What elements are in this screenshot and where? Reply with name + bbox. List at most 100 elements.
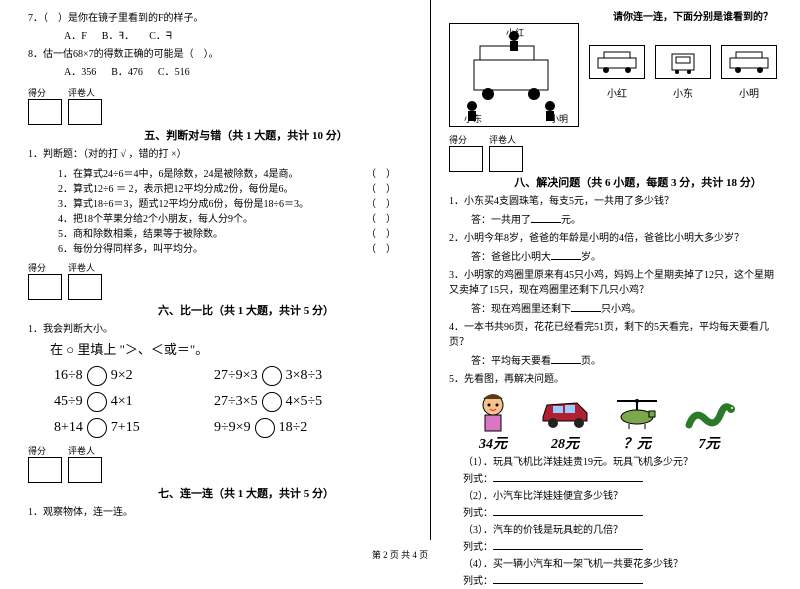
grader-label: 评卷人 (489, 133, 523, 146)
scene-br: 小明 (550, 112, 568, 125)
toys-row: 34元 28元 ？元 7元 (465, 391, 777, 453)
cmp-b: 9×2 (111, 368, 133, 384)
score-box (449, 146, 483, 172)
a8-2: 答：爸爸比小明大 岁。 (449, 249, 777, 265)
view-c (721, 45, 777, 79)
ans-pre: 答：爸爸比小明大 (471, 252, 551, 263)
score-label: 得分 (28, 261, 62, 274)
toy-snake: 7元 (681, 391, 737, 453)
sec7-title: 七、连一连（共 1 大题，共计 5 分） (78, 485, 414, 501)
sec8-title: 八、解决问题（共 6 小题，每题 3 分，共计 18 分） (499, 174, 777, 190)
j2: 2．算式12÷6 ＝ 2，表示把12平均分成2份，每份是6。 (58, 180, 294, 195)
q7-opt-c: C．ᖷ (149, 31, 172, 42)
name-b: 小东 (655, 85, 711, 100)
q8-opt-b: B．476 (111, 67, 143, 78)
right-column: 请你连一连，下面分别是谁看到的？ 小红 小东 小明 (431, 0, 800, 540)
paren: （ ） (366, 195, 396, 210)
q7-opt-b: B．ꟻ． (102, 31, 134, 42)
cmp-a: 45÷9 (54, 394, 83, 410)
ans-suf: 岁。 (581, 252, 601, 263)
cmp-a: 16÷8 (54, 368, 83, 384)
grader-label: 评卷人 (68, 444, 102, 457)
q8-opt-c: C．516 (158, 67, 190, 78)
q8-3: 3．小明家的鸡圈里原来有45只小鸡，妈妈上个星期卖掉了12只，这个星期又卖掉了1… (449, 268, 777, 298)
paren: （ ） (366, 240, 396, 255)
score-label: 得分 (449, 133, 483, 146)
ans-suf: 元。 (561, 215, 581, 226)
cmp-c: 9÷9×9 (214, 420, 251, 436)
price-snake: 7元 (699, 433, 720, 453)
blank (493, 472, 643, 482)
scene-bl: 小东 (464, 112, 482, 125)
paren: （ ） (366, 165, 396, 180)
name-a: 小红 (589, 85, 645, 100)
paren: （ ） (366, 210, 396, 225)
score-label: 得分 (28, 444, 62, 457)
page-footer: 第 2 页 共 4 页 (0, 548, 800, 561)
q8-4: 4．一本书共96页，花花已经看完51页，剩下的5天看完，平均每天要看几页？ (449, 320, 777, 350)
scene-top: 小红 (506, 26, 524, 39)
grader-box (68, 457, 102, 483)
blank (493, 574, 643, 584)
q8-5: 5．先看图，再解决问题。 (449, 372, 777, 387)
j5: 5．商和除数相乘，结果等于被除数。 (58, 225, 223, 240)
grader-box (68, 274, 102, 300)
formula-label: 列式： (463, 508, 493, 519)
name-c: 小明 (721, 85, 777, 100)
price-plane: ？元 (623, 433, 651, 453)
circle-blank (262, 392, 282, 412)
cmp-c: 27÷3×5 (214, 394, 258, 410)
cmp-row-3: 8+147+15 9÷9×918÷2 (54, 418, 414, 438)
a8-4: 答：平均每天要看 页。 (449, 353, 777, 369)
q8-2: 2．小明今年8岁，爸爸的年龄是小明的4倍，爸爸比小明大多少岁？ (449, 231, 777, 246)
score-box (28, 457, 62, 483)
top-prompt: 请你连一连，下面分别是谁看到的？ (449, 8, 773, 23)
ans-pre: 答：一共用了 (471, 215, 531, 226)
formula-1: 列式： (463, 472, 777, 487)
ans-suf: 页。 (581, 356, 601, 367)
circle-blank (255, 418, 275, 438)
j6: 6．每份分得同样多，叫平均分。 (58, 240, 203, 255)
blank (551, 249, 581, 260)
vehicle-views (589, 45, 777, 79)
cmp-a: 8+14 (54, 420, 83, 436)
sec6-title: 六、比一比（共 1 大题，共计 5 分） (78, 302, 414, 318)
blank (493, 506, 643, 516)
sec5-intro: 1．判断题：（对的打 √ ，错的打 ×） (28, 147, 414, 162)
sec6-score-row: 得分 评卷人 (28, 261, 414, 300)
sec5-title: 五、判断对与错（共 1 大题，共计 10 分） (78, 127, 414, 143)
cmp-c: 27÷9×3 (214, 368, 258, 384)
scene-image: 小红 小东 小明 (449, 23, 579, 127)
score-label: 得分 (28, 86, 62, 99)
score-box (28, 274, 62, 300)
j3: 3．算式18÷6＝3，题式12平均分成6份，每份是18÷6＝3。 (58, 195, 309, 210)
cmp-row-2: 45÷94×1 27÷3×54×5÷5 (54, 392, 414, 412)
blank (551, 353, 581, 364)
sec5-score-row: 得分 评卷人 (28, 86, 414, 125)
q8-1: 1．小东买4支圆珠笔，每支5元，一共用了多少钱？ (449, 194, 777, 209)
price-doll: 34元 (479, 433, 507, 453)
sub-questions: （1）．玩具飞机比洋娃娃贵19元。玩具飞机多少元？ 列式： （2）．小汽车比洋娃… (449, 455, 777, 589)
ans-pre: 答：平均每天要看 (471, 356, 551, 367)
grader-box (489, 146, 523, 172)
cmp-d: 18÷2 (279, 420, 308, 436)
circle-blank (262, 366, 282, 386)
a8-1: 答：一共用了 元。 (449, 212, 777, 228)
circle-blank (87, 366, 107, 386)
price-car: 28元 (551, 433, 579, 453)
ans-pre: 答：现在鸡圈里还剩下 (471, 304, 571, 315)
a8-3: 答：现在鸡圈里还剩下只小鸡。 (449, 301, 777, 317)
q7-opt-a: A．F (64, 31, 87, 42)
sec6-rule: 在 ○ 里填上 "＞、＜或＝"。 (28, 340, 414, 360)
formula-label: 列式： (463, 474, 493, 485)
score-box (28, 99, 62, 125)
cmp-row-1: 16÷8 9×2 27÷9×3 3×8÷3 (54, 366, 414, 386)
cmp-d: 3×8÷3 (286, 368, 323, 384)
j4: 4．把18个苹果分给2个小朋友，每人分9个。 (58, 210, 253, 225)
toy-doll: 34元 (465, 391, 521, 453)
circle-blank (87, 418, 107, 438)
j1: 1．在算式24÷6＝4中，6是除数，24是被除数，4是商。 (58, 165, 299, 180)
view-a (589, 45, 645, 79)
cmp-b: 4×1 (111, 394, 133, 410)
blank (531, 212, 561, 223)
